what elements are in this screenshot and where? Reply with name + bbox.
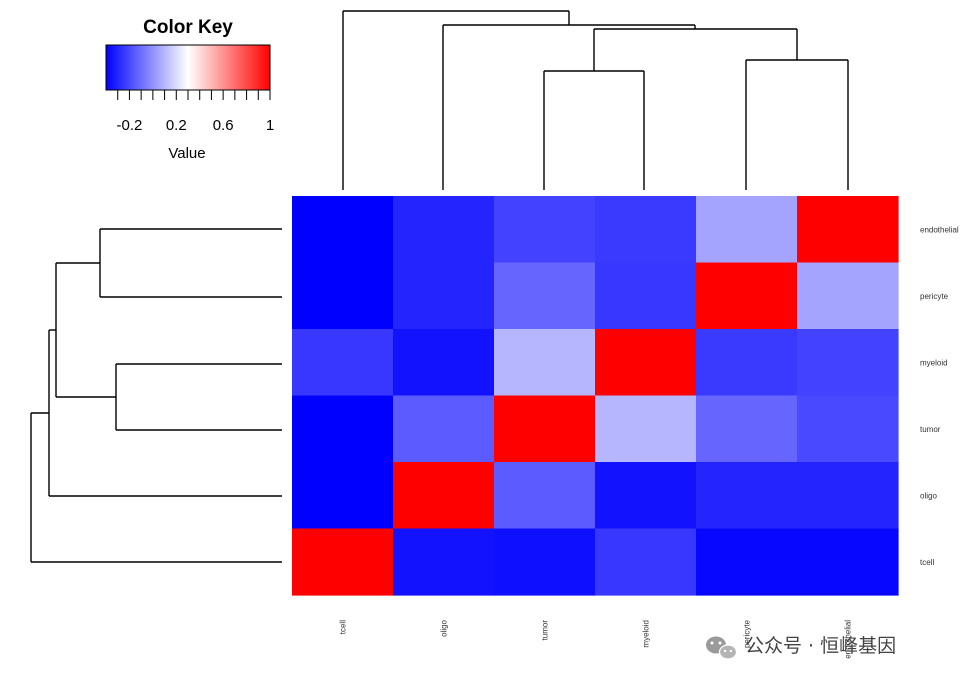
heatmap-cell: [696, 329, 798, 397]
row-label: myeloid: [920, 358, 948, 367]
row-label: oligo: [920, 491, 937, 500]
wechat-icon: [706, 636, 738, 660]
heatmap-cell: [494, 262, 596, 330]
heatmap-cell: [797, 528, 899, 596]
color-key-tick-label: 1: [266, 117, 274, 134]
column-label: tumor: [541, 620, 550, 641]
color-key-tick-label: 0.2: [166, 117, 187, 134]
row-label: endothelial: [920, 225, 959, 234]
heatmap-cell: [595, 262, 697, 330]
heatmap-cell: [393, 196, 495, 264]
heatmap-cell: [292, 329, 394, 397]
color-key-title: Color Key: [143, 17, 233, 38]
heatmap-cell: [595, 329, 697, 397]
heatmap-cell: [595, 196, 697, 264]
heatmap-cell: [595, 395, 697, 463]
heatmap-cell: [393, 462, 495, 530]
heatmap-cell: [393, 395, 495, 463]
row-labels: endothelial pericyte myeloid tumor oligo tcel…: [920, 225, 959, 567]
heatmap-cell: [494, 395, 596, 463]
heatmap-cell: [696, 196, 798, 264]
heatmap-cell: [696, 462, 798, 530]
heatmap-cell: [292, 528, 394, 596]
column-label: oligo: [440, 619, 449, 636]
column-label: endothelial: [844, 620, 853, 659]
color-key-gradient: [105, 44, 271, 91]
heatmap-cell: [393, 262, 495, 330]
color-key-tick-labels: -0.2 0.2 0.6 1: [116, 117, 274, 134]
column-label: tcell: [339, 620, 348, 634]
heatmap-cell: [494, 528, 596, 596]
watermark: 公众号 · 恒峰基因: [706, 635, 896, 660]
heatmap-cell: [494, 329, 596, 397]
column-labels: tcell oligo tumor myeloid pericyte endothelia…: [339, 619, 853, 658]
heatmap-cell: [494, 462, 596, 530]
column-dendrogram: [342, 10, 849, 190]
heatmap-cell: [696, 262, 798, 330]
color-key-tick-label: 0.6: [213, 117, 234, 134]
heatmap-cell: [393, 528, 495, 596]
row-label: pericyte: [920, 292, 949, 301]
heatmap-cells: [292, 196, 899, 596]
heatmap-cell: [797, 262, 899, 330]
heatmap-cell: [292, 262, 394, 330]
color-key-ticks: [117, 90, 271, 100]
heatmap-cell: [292, 462, 394, 530]
row-label: tcell: [920, 558, 934, 567]
heatmap-cell: [696, 395, 798, 463]
row-dendrogram: [30, 228, 282, 563]
heatmap-cell: [797, 462, 899, 530]
heatmap-cell: [595, 528, 697, 596]
heatmap-cell: [292, 196, 394, 264]
watermark-text: 公众号 · 恒峰基因: [745, 635, 896, 657]
heatmap-cell: [797, 329, 899, 397]
color-key-tick-label: -0.2: [116, 117, 142, 134]
heatmap-cell: [494, 196, 596, 264]
heatmap-cell: [595, 462, 697, 530]
color-key-xlabel: Value: [168, 145, 205, 162]
heatmap-cell: [797, 196, 899, 264]
heatmap-cell: [292, 395, 394, 463]
heatmap-cell: [797, 395, 899, 463]
heatmap-cell: [696, 528, 798, 596]
heatmap-cell: [393, 329, 495, 397]
column-label: pericyte: [743, 619, 752, 648]
column-label: myeloid: [642, 620, 651, 648]
color-key: Color Key -0.2 0.2 0.6 1 Value: [105, 17, 274, 162]
row-label: tumor: [920, 425, 941, 434]
